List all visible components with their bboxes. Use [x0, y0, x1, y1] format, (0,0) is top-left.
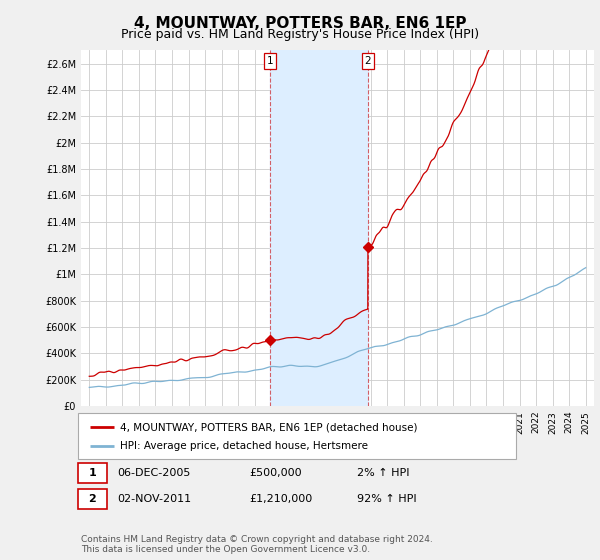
- Text: Contains HM Land Registry data © Crown copyright and database right 2024.
This d: Contains HM Land Registry data © Crown c…: [81, 535, 433, 554]
- Text: £1,210,000: £1,210,000: [249, 494, 312, 504]
- Text: 06-DEC-2005: 06-DEC-2005: [117, 468, 190, 478]
- Text: 2: 2: [89, 494, 96, 504]
- Bar: [270, 50, 368, 406]
- Text: 4, MOUNTWAY, POTTERS BAR, EN6 1EP (detached house): 4, MOUNTWAY, POTTERS BAR, EN6 1EP (detac…: [120, 422, 418, 432]
- Text: 02-NOV-2011: 02-NOV-2011: [117, 494, 191, 504]
- Text: 1: 1: [266, 56, 273, 66]
- Text: HPI: Average price, detached house, Hertsmere: HPI: Average price, detached house, Hert…: [120, 441, 368, 451]
- Text: 1: 1: [89, 468, 96, 478]
- Text: 4, MOUNTWAY, POTTERS BAR, EN6 1EP: 4, MOUNTWAY, POTTERS BAR, EN6 1EP: [134, 16, 466, 31]
- Text: 92% ↑ HPI: 92% ↑ HPI: [357, 494, 416, 504]
- Text: 2: 2: [364, 56, 371, 66]
- Text: 2% ↑ HPI: 2% ↑ HPI: [357, 468, 409, 478]
- Text: £500,000: £500,000: [249, 468, 302, 478]
- Text: Price paid vs. HM Land Registry's House Price Index (HPI): Price paid vs. HM Land Registry's House …: [121, 28, 479, 41]
